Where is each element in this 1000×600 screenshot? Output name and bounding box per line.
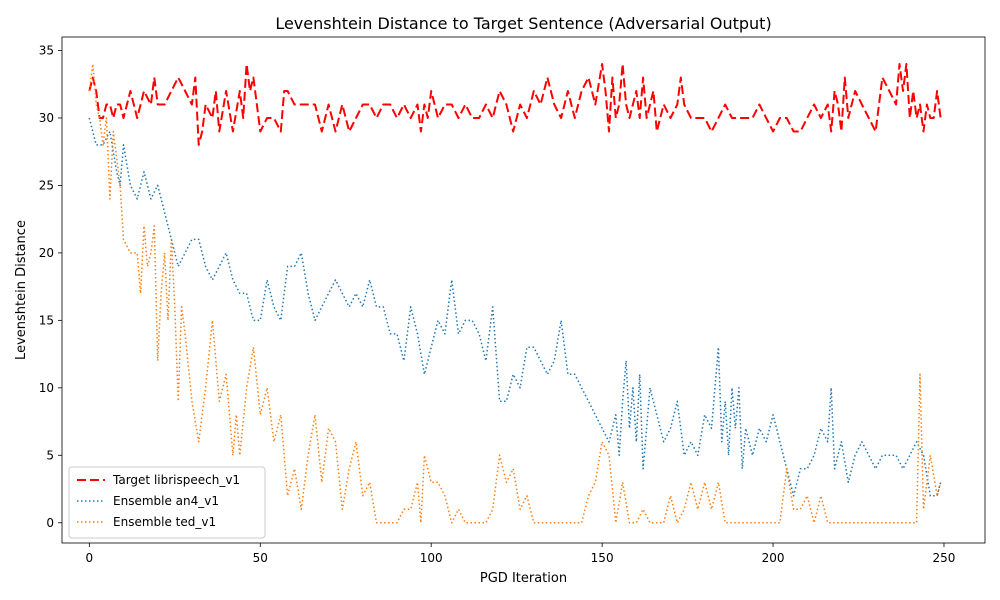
x-tick-label: 250	[933, 551, 956, 565]
legend-label-3: Ensemble ted_v1	[113, 515, 216, 529]
legend-label-2: Ensemble an4_v1	[113, 494, 219, 508]
legend-label-1: Target librispeech_v1	[112, 473, 240, 487]
axes-layer	[61, 36, 986, 544]
series-layer	[88, 63, 942, 524]
y-tick-label: 0	[46, 516, 54, 530]
y-tick-label: 25	[39, 178, 54, 192]
y-tick-label: 20	[39, 246, 54, 260]
legend: Target librispeech_v1 Ensemble an4_v1 Ense…	[68, 466, 266, 539]
legend-box	[68, 466, 266, 539]
x-tick-label: 200	[762, 551, 785, 565]
y-tick-label: 5	[46, 448, 54, 462]
y-tick-label: 10	[39, 381, 54, 395]
series-line-1	[88, 63, 942, 146]
x-axis-label: PGD Iteration	[480, 571, 567, 586]
y-tick-label: 30	[39, 111, 54, 125]
chart-title: Levenshtein Distance to Target Sentence …	[275, 14, 771, 33]
y-tick-label: 35	[39, 43, 54, 57]
x-tick-label: 150	[591, 551, 614, 565]
x-tick-label: 0	[86, 551, 94, 565]
y-axis-label: Levenshtein Distance	[14, 220, 29, 360]
ticks-layer: 0 50 100 150 200 250 0 5 10 15 20 25 30 35	[39, 43, 956, 565]
x-tick-label: 100	[420, 551, 443, 565]
x-tick-label: 50	[253, 551, 268, 565]
plot-frame	[61, 36, 986, 544]
y-tick-label: 15	[39, 313, 54, 327]
